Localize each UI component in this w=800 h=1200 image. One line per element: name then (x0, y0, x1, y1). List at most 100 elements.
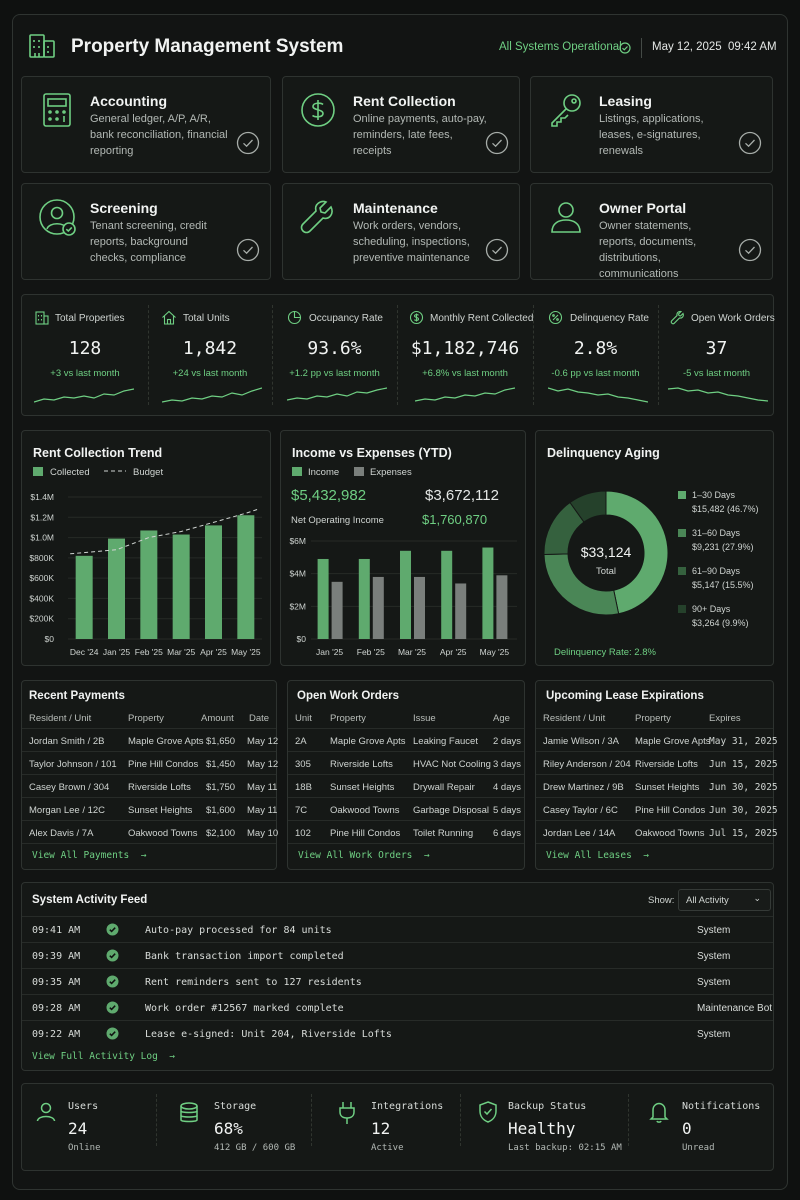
kpi-monthly-rent-collected[interactable]: Monthly Rent Collected $1,182,746 +6.8% … (397, 295, 533, 415)
expenses-bar (455, 583, 467, 639)
table-row[interactable]: Casey Brown / 304 Riverside Lofts $1,750… (22, 774, 277, 797)
view-activity-log-link[interactable]: View Full Activity Log → (32, 1051, 175, 1062)
cell-issue: Drywall Repair (413, 782, 475, 793)
kpi-label: Occupancy Rate (309, 313, 383, 324)
module-card-maintenance[interactable]: Maintenance Work orders, vendors, schedu… (282, 183, 520, 280)
column-header: Expires (709, 713, 741, 724)
cell-unit: 7C (295, 805, 308, 816)
rent-trend-panel: Rent Collection Trend Collected Budget D… (21, 430, 271, 666)
cell-expires: Jun 30, 2025 (709, 782, 778, 793)
table-row[interactable]: Morgan Lee / 12C Sunset Heights $1,600 M… (22, 797, 277, 820)
module-card-rent-collection[interactable]: Rent Collection Online payments, auto-pa… (282, 76, 520, 173)
activity-time: 09:41 AM (32, 925, 81, 936)
x-tick-label: Feb '25 (135, 647, 163, 657)
kpi-value: 1,842 (182, 338, 238, 359)
stat-storage[interactable]: Storage 68% 412 GB / 600 GB (156, 1084, 311, 1156)
table-row[interactable]: 18B Sunset Heights Drywall Repair 4 days (288, 774, 524, 797)
user-check-icon (38, 198, 78, 243)
stat-integrations[interactable]: Integrations 12 Active (311, 1084, 460, 1156)
table-row[interactable]: 305 Riverside Lofts HVAC Not Cooling 3 d… (288, 751, 524, 774)
activity-time: 09:28 AM (32, 1003, 81, 1014)
lease-expirations-panel: Upcoming Lease Expirations Resident / Un… (535, 680, 778, 870)
table-row[interactable]: Casey Taylor / 6C Pine Hill Condos Jun 3… (536, 797, 778, 820)
stat-notifications[interactable]: Notifications 0 Unread (628, 1084, 775, 1156)
cell-property: Oakwood Towns (128, 828, 198, 839)
kpi-delinquency-rate[interactable]: Delinquency Rate 2.8% -0.6 pp vs last mo… (533, 295, 658, 415)
kpi-label: Delinquency Rate (570, 313, 649, 324)
cell-property: Maple Grove Apts (635, 736, 711, 747)
module-description: Listings, applications, leases, e-signat… (599, 113, 704, 157)
cell-expires: May 31, 2025 (709, 736, 778, 747)
table-row[interactable]: Jordan Lee / 14A Oakwood Towns Jul 15, 2… (536, 820, 778, 843)
cell-amount: $1,650 (206, 736, 236, 747)
table-row[interactable]: Riley Anderson / 204 Riverside Lofts Jun… (536, 751, 778, 774)
stat-users[interactable]: Users 24 Online (22, 1084, 156, 1156)
module-description: Owner statements, reports, documents, di… (599, 220, 697, 280)
x-tick-label: Apr '25 (440, 647, 467, 657)
kpi-occupancy-rate[interactable]: Occupancy Rate 93.6% +1.2 pp vs last mon… (272, 295, 397, 415)
cell-unit: 305 (295, 759, 311, 770)
activity-filter-select[interactable]: All Activity ⌄ (678, 889, 771, 911)
activity-row[interactable]: 09:22 AM Lease e-signed: Unit 204, River… (22, 1020, 773, 1046)
table-row[interactable]: Jordan Smith / 2B Maple Grove Apts $1,65… (22, 728, 278, 751)
system-status[interactable]: All Systems Operational (499, 41, 622, 53)
stat-value: Healthy (508, 1119, 576, 1138)
kpi-total-units[interactable]: Total Units 1,842 +24 vs last month (148, 295, 272, 415)
module-card-accounting[interactable]: Accounting General ledger, A/P, A/R, ban… (21, 76, 271, 173)
stat-label: Users (68, 1101, 99, 1112)
table-row[interactable]: 7C Oakwood Towns Garbage Disposal 5 days (288, 797, 524, 820)
income-expenses-panel: Income vs Expenses (YTD) Income Expenses… (280, 430, 526, 666)
collected-bar (140, 530, 158, 639)
link-label: View All Leases (546, 850, 632, 861)
x-tick-label: Apr '25 (200, 647, 227, 657)
table-row[interactable]: Taylor Johnson / 101 Pine Hill Condos $1… (22, 751, 278, 774)
table-row[interactable]: Alex Davis / 7A Oakwood Towns $2,100 May… (22, 820, 278, 843)
filter-value: All Activity (686, 895, 729, 906)
table-row[interactable]: Jamie Wilson / 3A Maple Grove Apts May 3… (536, 728, 778, 751)
cell-resident: Casey Taylor / 6C (543, 805, 618, 816)
stat-value: 68% (214, 1119, 243, 1138)
column-header: Amount (201, 713, 234, 724)
cell-resident: Casey Brown / 304 (29, 782, 110, 793)
cell-amount: $2,100 (206, 828, 236, 839)
module-card-leasing[interactable]: Leasing Listings, applications, leases, … (530, 76, 773, 173)
activity-row[interactable]: 09:35 AM Rent reminders sent to 127 resi… (22, 968, 773, 994)
stat-backup-status[interactable]: Backup Status Healthy Last backup: 02:15… (460, 1084, 628, 1156)
table-row[interactable]: 2A Maple Grove Apts Leaking Faucet 2 day… (288, 728, 524, 751)
module-title: Leasing (599, 93, 652, 109)
activity-row[interactable]: 09:28 AM Work order #12567 marked comple… (22, 994, 773, 1020)
table-row[interactable]: Drew Martinez / 9B Sunset Heights Jun 30… (536, 774, 778, 797)
x-tick-label: Feb '25 (357, 647, 385, 657)
activity-time: 09:22 AM (32, 1029, 81, 1040)
donut-slice (569, 490, 607, 523)
column-header: Property (128, 713, 164, 724)
stat-label: Storage (214, 1101, 257, 1112)
kpi-label: Total Units (183, 313, 230, 324)
cell-resident: Morgan Lee / 12C (29, 805, 106, 816)
view-all-leases-link[interactable]: View All Leases → (546, 850, 649, 861)
calculator-icon (38, 91, 76, 134)
module-card-owner-portal[interactable]: Owner Portal Owner statements, reports, … (530, 183, 773, 280)
view-all-payments-link[interactable]: View All Payments → (32, 850, 146, 861)
view-all-work-orders-link[interactable]: View All Work Orders → (298, 850, 430, 861)
kpi-open-work-orders[interactable]: Open Work Orders 37 -5 vs last month (658, 295, 775, 415)
module-description: Work orders, vendors, scheduling, inspec… (353, 220, 470, 264)
check-circle-icon (106, 949, 119, 967)
kpi-total-properties[interactable]: Total Properties 128 +3 vs last month (22, 295, 148, 415)
kpi-delta: +6.8% vs last month (422, 368, 508, 379)
column-header: Age (493, 713, 510, 724)
activity-row[interactable]: 09:39 AM Bank transaction import complet… (22, 942, 773, 968)
cell-expires: Jun 30, 2025 (709, 805, 778, 816)
y-tick-label: $1.2M (30, 512, 54, 522)
module-card-screening[interactable]: Screening Tenant screening, credit repor… (21, 183, 271, 280)
activity-time: 09:39 AM (32, 951, 81, 962)
table-row[interactable]: 102 Pine Hill Condos Toilet Running 6 da… (288, 820, 524, 843)
header-divider (641, 38, 642, 58)
cell-property: Riverside Lofts (128, 782, 191, 793)
kpi-value: 93.6% (307, 338, 362, 359)
legend-swatch-income (292, 467, 302, 476)
activity-row[interactable]: 09:41 AM Auto-pay processed for 84 units… (22, 916, 773, 942)
check-circle-icon (106, 1001, 119, 1019)
arrow-right-icon: → (418, 850, 430, 861)
donut-slice (605, 490, 669, 615)
